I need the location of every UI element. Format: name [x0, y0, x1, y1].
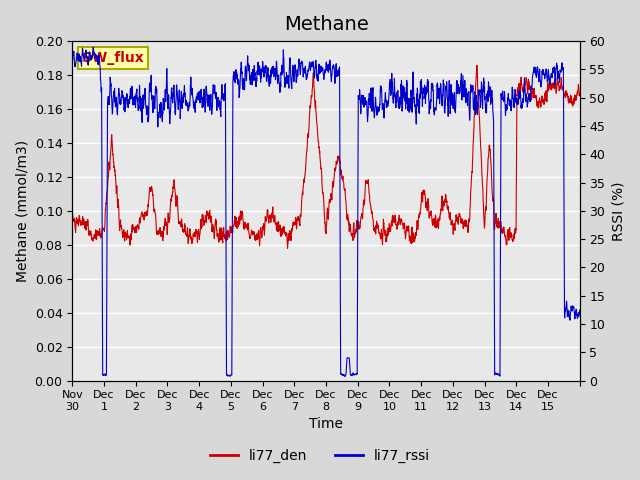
Legend: li77_den, li77_rssi: li77_den, li77_rssi — [204, 443, 436, 468]
Title: Methane: Methane — [284, 15, 369, 34]
Y-axis label: RSSI (%): RSSI (%) — [611, 181, 625, 240]
Y-axis label: Methane (mmol/m3): Methane (mmol/m3) — [15, 140, 29, 282]
X-axis label: Time: Time — [309, 418, 343, 432]
Text: SW_flux: SW_flux — [83, 51, 144, 65]
